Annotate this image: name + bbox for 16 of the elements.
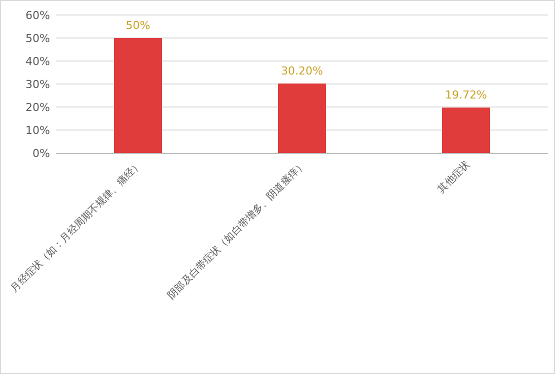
bar xyxy=(278,84,326,153)
bar xyxy=(442,108,490,153)
y-tick-label: 60% xyxy=(26,9,50,22)
y-tick-label: 0% xyxy=(32,147,50,160)
y-tick-label: 20% xyxy=(26,101,50,114)
data-label: 19.72% xyxy=(445,88,487,102)
x-tick-label: 阴部及白带症状（如白带增多、阴道瘙痒） xyxy=(165,158,308,302)
x-tick-label: 月经症状（如：月经周期不规律、痛经） xyxy=(8,158,144,294)
bar xyxy=(114,38,162,153)
y-tick-label: 10% xyxy=(26,124,50,137)
data-label: 30.20% xyxy=(281,64,323,78)
data-label: 50% xyxy=(126,19,150,32)
x-tick-label: 其他症状 xyxy=(435,158,472,196)
y-tick-label: 30% xyxy=(26,78,50,91)
y-tick-label: 40% xyxy=(26,55,50,68)
y-tick-label: 50% xyxy=(26,32,50,45)
